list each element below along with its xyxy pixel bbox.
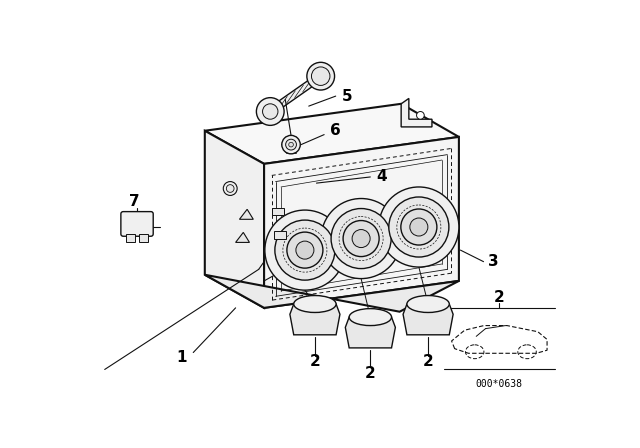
- Bar: [274, 231, 287, 238]
- Circle shape: [285, 139, 296, 150]
- Polygon shape: [403, 304, 453, 335]
- Circle shape: [257, 98, 284, 125]
- Circle shape: [289, 142, 293, 147]
- Polygon shape: [205, 104, 459, 164]
- Circle shape: [307, 62, 335, 90]
- FancyBboxPatch shape: [121, 211, 153, 236]
- Ellipse shape: [410, 218, 428, 236]
- Circle shape: [227, 185, 234, 192]
- Ellipse shape: [401, 209, 437, 245]
- Polygon shape: [205, 131, 264, 308]
- Ellipse shape: [379, 187, 459, 267]
- Ellipse shape: [349, 309, 392, 326]
- Circle shape: [282, 135, 300, 154]
- Polygon shape: [236, 233, 250, 242]
- Text: 7: 7: [129, 194, 140, 209]
- Circle shape: [223, 181, 237, 195]
- Polygon shape: [401, 99, 432, 127]
- Bar: [272, 208, 284, 215]
- Polygon shape: [264, 67, 327, 121]
- Ellipse shape: [265, 210, 345, 290]
- Polygon shape: [290, 304, 340, 335]
- Circle shape: [131, 217, 140, 226]
- Text: 4: 4: [376, 169, 387, 185]
- Text: 2: 2: [423, 354, 433, 369]
- Ellipse shape: [389, 197, 449, 257]
- Bar: [139, 234, 148, 241]
- Text: 2: 2: [494, 289, 505, 305]
- Polygon shape: [205, 275, 459, 312]
- Polygon shape: [239, 209, 253, 220]
- Ellipse shape: [321, 198, 401, 279]
- Ellipse shape: [294, 296, 336, 313]
- Text: 6: 6: [330, 123, 341, 138]
- Text: 2: 2: [310, 354, 320, 369]
- Ellipse shape: [331, 208, 391, 269]
- Ellipse shape: [343, 220, 379, 257]
- Polygon shape: [346, 317, 396, 348]
- Ellipse shape: [287, 232, 323, 268]
- Ellipse shape: [296, 241, 314, 259]
- Text: 1: 1: [177, 350, 187, 366]
- Circle shape: [312, 67, 330, 86]
- Text: 000*0638: 000*0638: [476, 379, 523, 389]
- Polygon shape: [264, 137, 459, 308]
- Text: 3: 3: [488, 254, 499, 269]
- Ellipse shape: [275, 220, 335, 280]
- Circle shape: [417, 112, 424, 119]
- Ellipse shape: [352, 229, 370, 248]
- Ellipse shape: [407, 296, 449, 313]
- Circle shape: [262, 104, 278, 119]
- Text: 5: 5: [342, 89, 353, 103]
- Text: 2: 2: [365, 366, 376, 381]
- Bar: [126, 234, 136, 241]
